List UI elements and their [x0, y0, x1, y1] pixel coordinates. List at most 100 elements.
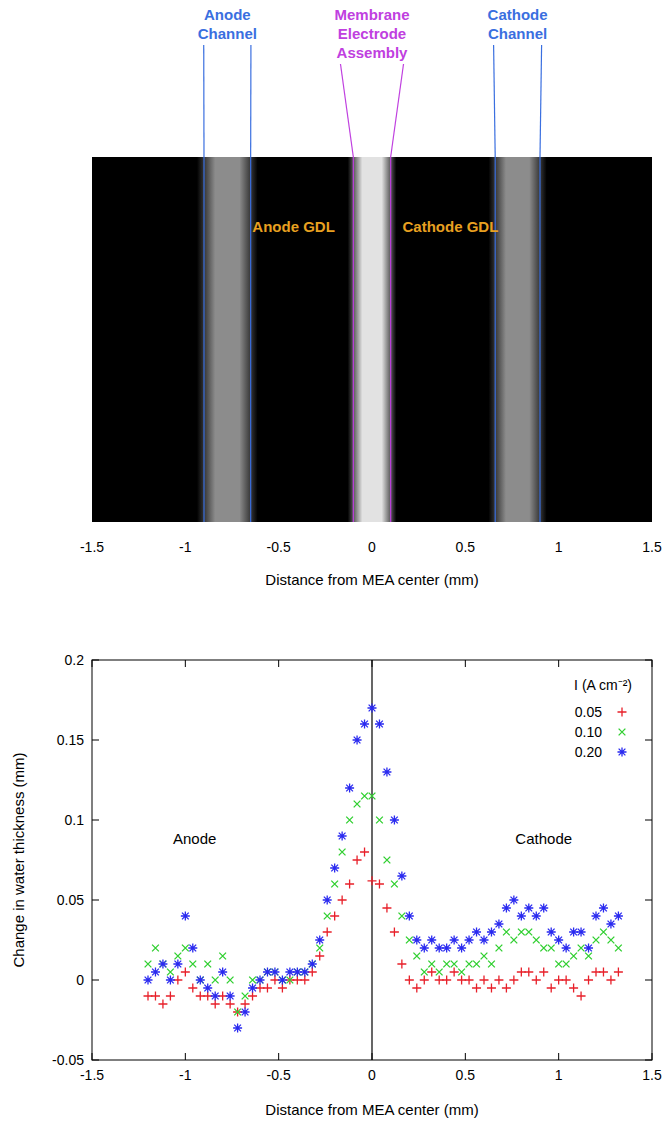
point	[518, 929, 525, 936]
point	[196, 976, 205, 985]
band-label: AnodeChannel	[198, 6, 257, 42]
point	[278, 976, 287, 985]
point	[599, 968, 608, 977]
point	[563, 961, 570, 968]
tick	[92, 740, 99, 741]
point	[600, 929, 607, 936]
point	[539, 968, 548, 977]
tick-label: 0.05	[57, 892, 84, 908]
figure: AnodeChannelMembraneElectrodeAssemblyCat…	[0, 0, 672, 1148]
point	[472, 984, 481, 993]
point	[166, 976, 175, 985]
legend-marker	[619, 729, 626, 736]
tick	[92, 1053, 93, 1060]
point	[547, 984, 556, 993]
point	[451, 961, 458, 968]
point	[188, 944, 197, 953]
tick-label: 1	[555, 539, 563, 555]
tick	[652, 660, 653, 667]
point	[509, 976, 518, 985]
point	[315, 936, 324, 945]
point	[376, 817, 383, 824]
point	[248, 992, 257, 1001]
tick	[92, 660, 93, 667]
point	[286, 977, 293, 984]
point	[338, 832, 347, 841]
point	[181, 968, 190, 977]
tick	[558, 660, 559, 667]
band-label: MembraneElectrodeAssembly	[334, 6, 409, 61]
point	[458, 969, 465, 976]
leader	[203, 45, 204, 157]
point	[450, 936, 459, 945]
tick-label: 0.1	[65, 812, 85, 828]
point	[427, 936, 436, 945]
tick-label: 0	[76, 972, 84, 988]
point	[353, 856, 362, 865]
point	[323, 928, 332, 937]
point	[249, 977, 256, 984]
point	[473, 961, 480, 968]
legend-label: 0.10	[575, 724, 602, 740]
point	[405, 976, 414, 985]
point	[599, 904, 608, 913]
point	[248, 984, 257, 993]
tick	[185, 1053, 186, 1060]
label-line: Channel	[488, 25, 547, 42]
point	[578, 945, 585, 952]
leader	[340, 64, 353, 157]
point	[346, 817, 353, 824]
band	[348, 157, 397, 522]
annotation: Anode	[173, 830, 216, 847]
tick	[645, 660, 652, 661]
point	[405, 912, 414, 921]
point	[226, 1000, 235, 1009]
tick-label: 0.5	[456, 1067, 476, 1083]
region-label: Cathode GDL	[402, 218, 498, 235]
tick-label: 0	[368, 1067, 376, 1083]
point	[465, 976, 474, 985]
point	[353, 736, 362, 745]
point	[570, 953, 577, 960]
point	[427, 968, 436, 977]
band	[488, 157, 546, 522]
region-label: Anode GDL	[252, 218, 335, 235]
label-line: Assembly	[337, 44, 409, 61]
legend-title: I (A cm⁻²)	[574, 677, 632, 693]
point	[330, 864, 339, 873]
point	[158, 960, 167, 969]
point	[382, 768, 391, 777]
point	[211, 1000, 220, 1009]
point	[308, 960, 317, 969]
point	[182, 945, 189, 952]
tick	[465, 660, 466, 667]
point	[436, 969, 443, 976]
point	[369, 793, 376, 800]
leader	[391, 64, 404, 157]
point	[606, 976, 615, 985]
point	[420, 976, 429, 985]
tick-label: -0.05	[52, 1052, 84, 1068]
leader	[250, 45, 251, 157]
tick-label: 0	[368, 539, 376, 555]
point	[166, 992, 175, 1001]
point	[494, 976, 503, 985]
point	[406, 937, 413, 944]
label-line: Channel	[198, 25, 257, 42]
point	[174, 953, 181, 960]
leader	[540, 45, 542, 157]
tick	[92, 820, 99, 821]
point	[227, 977, 234, 984]
point	[554, 936, 563, 945]
point	[316, 945, 323, 952]
tick	[278, 660, 279, 667]
tick	[92, 980, 99, 981]
point	[384, 857, 391, 864]
point	[152, 945, 159, 952]
point	[480, 936, 489, 945]
leader	[494, 45, 496, 157]
tick	[185, 660, 186, 667]
point	[592, 912, 601, 921]
point	[494, 920, 503, 929]
point	[465, 936, 474, 945]
